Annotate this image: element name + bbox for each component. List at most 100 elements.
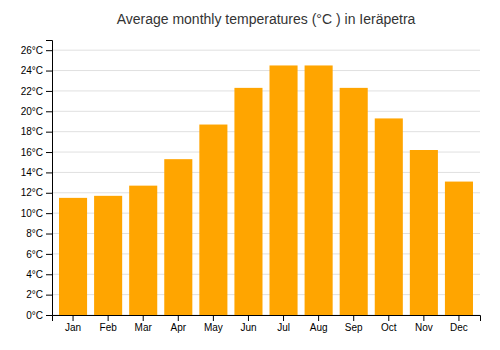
bar <box>375 118 403 315</box>
grid <box>52 50 480 315</box>
y-tick-mark <box>46 234 52 235</box>
chart-svg: 0°C 2°C 4°C 6°C 8°C 10°C 12°C 14°C 16°C 18°C 20°C 2… <box>0 0 500 350</box>
y-tick: 24°C <box>21 65 52 76</box>
x-tick-label: May <box>204 322 223 333</box>
y-tick-mark <box>46 132 52 133</box>
x-tick-label: Dec <box>450 322 468 333</box>
x-tick: Feb <box>100 315 118 333</box>
x-tick-label: Apr <box>171 322 187 333</box>
x-tick-mark <box>213 315 214 321</box>
y-tick-label: 14°C <box>21 167 43 178</box>
x-tick: Aug <box>310 315 328 333</box>
grid-line <box>52 90 480 91</box>
x-tick-label: Nov <box>415 322 433 333</box>
y-tick-label: 2°C <box>26 289 43 300</box>
x-tick-mark <box>283 315 284 321</box>
y-tick-label: 0°C <box>26 310 43 321</box>
bar <box>270 65 298 315</box>
x-tick: Dec <box>450 315 468 333</box>
chart-container: 0°C 2°C 4°C 6°C 8°C 10°C 12°C 14°C 16°C 18°C 20°C 2… <box>0 0 500 350</box>
y-tick: 14°C <box>21 167 52 178</box>
y-tick-label: 10°C <box>21 208 43 219</box>
y-tick: 8°C <box>26 228 52 239</box>
bar <box>59 198 87 315</box>
y-tick-label: 20°C <box>21 106 43 117</box>
y-tick-label: 26°C <box>21 45 43 56</box>
grid-line <box>52 131 480 132</box>
y-tick: 18°C <box>21 126 52 137</box>
x-tick: Jan <box>65 315 81 333</box>
bar <box>94 196 122 315</box>
x-tick-mark <box>108 315 109 321</box>
x-tick-label: Jul <box>277 322 290 333</box>
y-tick-mark <box>46 295 52 296</box>
y-axis-line <box>46 41 53 316</box>
y-tick-mark <box>46 213 52 214</box>
y-tick: 2°C <box>26 289 52 300</box>
x-tick-label: Oct <box>381 322 397 333</box>
chart-title: Average monthly temperatures (°C ) in Ie… <box>117 11 416 27</box>
y-tick-mark <box>46 152 52 153</box>
y-tick-mark <box>46 254 52 255</box>
x-tick-mark <box>388 315 389 321</box>
bar <box>199 125 227 315</box>
y-axis: 0°C 2°C 4°C 6°C 8°C 10°C 12°C 14°C 16°C 18°C 20°C 2… <box>21 41 53 321</box>
x-tick: Apr <box>171 315 187 333</box>
x-tick-mark <box>73 315 74 321</box>
y-tick: 4°C <box>26 269 52 280</box>
x-tick-mark <box>248 315 249 321</box>
x-tick-label: Jun <box>240 322 256 333</box>
y-tick: 12°C <box>21 187 52 198</box>
y-tick-label: 24°C <box>21 65 43 76</box>
x-tick-label: Sep <box>345 322 363 333</box>
y-tick: 0°C <box>26 310 52 321</box>
x-axis-line <box>53 316 481 322</box>
x-tick: May <box>204 315 223 333</box>
y-tick-mark <box>46 50 52 51</box>
x-tick: Mar <box>135 315 153 333</box>
x-tick: Nov <box>415 315 433 333</box>
x-tick-label: Jan <box>65 322 81 333</box>
grid-line <box>52 70 480 71</box>
x-tick-mark <box>458 315 459 321</box>
grid-line <box>52 111 480 112</box>
y-tick-label: 4°C <box>26 269 43 280</box>
y-tick-label: 18°C <box>21 126 43 137</box>
y-tick-label: 8°C <box>26 228 43 239</box>
x-tick-label: Mar <box>135 322 153 333</box>
y-tick-mark <box>46 193 52 194</box>
y-tick-label: 22°C <box>21 86 43 97</box>
x-tick-mark <box>143 315 144 321</box>
x-tick-label: Aug <box>310 322 328 333</box>
bar <box>445 182 473 315</box>
x-tick: Jul <box>277 315 290 333</box>
y-tick-mark <box>46 71 52 72</box>
y-tick-label: 16°C <box>21 147 43 158</box>
x-tick: Jun <box>240 315 256 333</box>
x-tick-label: Feb <box>100 322 118 333</box>
y-tick-mark <box>46 274 52 275</box>
bar <box>340 88 368 315</box>
y-tick: 10°C <box>21 208 52 219</box>
x-tick-mark <box>178 315 179 321</box>
bar <box>129 186 157 315</box>
bars <box>59 65 473 315</box>
x-tick: Oct <box>381 315 397 333</box>
y-tick-mark <box>46 172 52 173</box>
plot-area: 0°C 2°C 4°C 6°C 8°C 10°C 12°C 14°C 16°C 18°C 20°C 2… <box>21 41 481 334</box>
y-tick-mark <box>46 111 52 112</box>
bar <box>305 65 333 315</box>
y-tick: 26°C <box>21 45 52 56</box>
bar <box>410 150 438 315</box>
y-tick: 6°C <box>26 249 52 260</box>
y-tick: 20°C <box>21 106 52 117</box>
y-tick-label: 6°C <box>26 249 43 260</box>
y-tick-mark <box>46 315 52 316</box>
bar <box>234 88 262 315</box>
x-tick-mark <box>353 315 354 321</box>
x-tick-mark <box>318 315 319 321</box>
grid-line <box>52 50 480 51</box>
x-axis: Jan Feb Mar Apr May Jun Jul Aug Sep Oct Nov Dec <box>53 315 481 333</box>
x-tick: Sep <box>345 315 363 333</box>
y-tick: 16°C <box>21 147 52 158</box>
